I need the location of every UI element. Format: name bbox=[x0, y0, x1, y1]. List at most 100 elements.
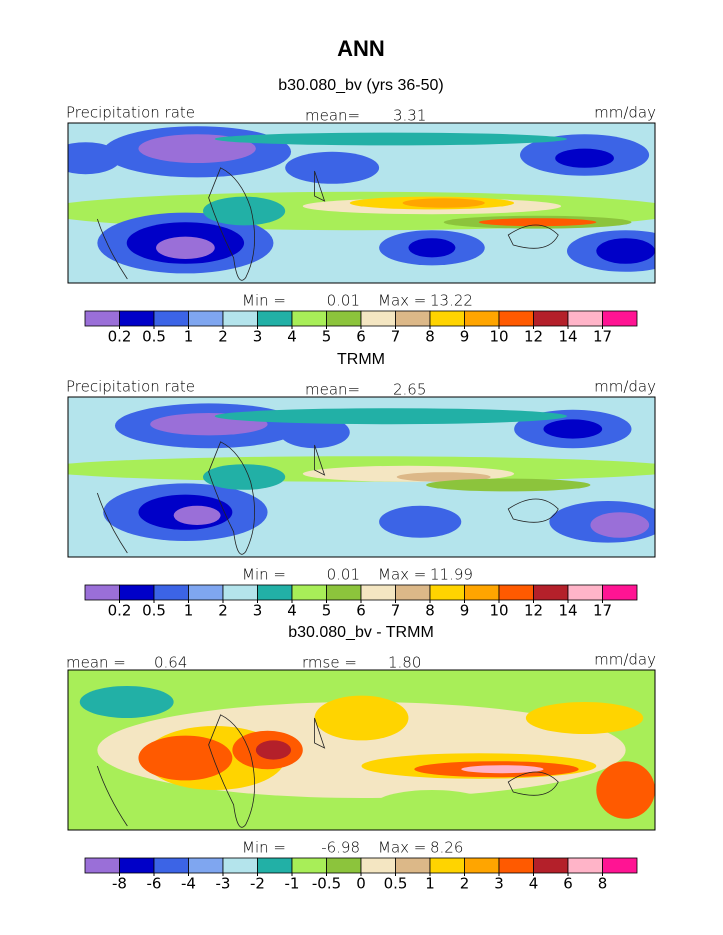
stat-label: rmse = bbox=[302, 654, 357, 672]
colorbar-box bbox=[567, 857, 603, 874]
map-frame bbox=[67, 396, 656, 558]
colorbar-label: 10 bbox=[489, 602, 508, 620]
colorbar-box bbox=[533, 857, 569, 874]
max-label: Max = bbox=[378, 839, 426, 857]
field-region bbox=[596, 761, 655, 819]
stat-label: mean = bbox=[66, 654, 126, 672]
field-region bbox=[285, 151, 380, 184]
min-value: 0.01 bbox=[327, 566, 360, 584]
colorbar-box bbox=[567, 584, 603, 601]
colorbar-box bbox=[395, 857, 431, 874]
colorbar-label: 0.5 bbox=[142, 328, 166, 346]
colorbar-box bbox=[429, 584, 465, 601]
field-region bbox=[379, 505, 462, 538]
colorbar-label: -8 bbox=[112, 875, 127, 893]
colorbar-box bbox=[360, 310, 396, 327]
map bbox=[68, 397, 655, 557]
colorbar-box bbox=[464, 584, 500, 601]
field-region bbox=[373, 790, 491, 822]
colorbar-box bbox=[326, 857, 362, 874]
colorbar-label: 9 bbox=[460, 602, 470, 620]
field-region bbox=[426, 478, 591, 492]
colorbar-label: 1 bbox=[425, 875, 435, 893]
colorbar-label: 17 bbox=[593, 328, 612, 346]
colorbar-label: 6 bbox=[356, 602, 366, 620]
coastline bbox=[96, 714, 559, 828]
stat-value: 3.31 bbox=[393, 107, 426, 125]
panel: b30.080_bv - TRMM mean = 0.64 rmse = 1.80 mm/… bbox=[66, 624, 656, 892]
field-region bbox=[461, 765, 544, 774]
field-region bbox=[255, 740, 292, 760]
colorbar-label: 0.2 bbox=[108, 602, 132, 620]
colorbar-label: -0.5 bbox=[312, 875, 341, 893]
colorbar-label: 9 bbox=[460, 328, 470, 346]
colorbar-box bbox=[222, 310, 258, 327]
colorbar-box bbox=[84, 310, 120, 327]
colorbar-label: 8 bbox=[425, 602, 435, 620]
colorbar-label: 3 bbox=[253, 602, 263, 620]
field-region bbox=[214, 132, 567, 146]
colorbar-box bbox=[602, 584, 638, 601]
map-frame bbox=[67, 122, 656, 284]
colorbar-label: -6 bbox=[147, 875, 162, 893]
colorbar-label: 6 bbox=[356, 328, 366, 346]
colorbar-box bbox=[188, 857, 224, 874]
colorbar-label: 3 bbox=[494, 875, 504, 893]
colorbar-label: 7 bbox=[391, 602, 401, 620]
colorbar-box bbox=[326, 310, 362, 327]
coastline bbox=[96, 167, 559, 281]
colorbar-box bbox=[291, 310, 327, 327]
min-value: 0.01 bbox=[327, 292, 360, 310]
field-region bbox=[478, 218, 597, 227]
field-region bbox=[555, 148, 614, 168]
figure-title: ANN bbox=[337, 36, 385, 61]
min-label: Min = bbox=[242, 292, 286, 310]
colorbar-box bbox=[84, 857, 120, 874]
colorbar-box bbox=[257, 584, 293, 601]
colorbar-label: 4 bbox=[287, 328, 297, 346]
colorbar-box bbox=[602, 857, 638, 874]
colorbar-label: 10 bbox=[489, 328, 508, 346]
colorbar-box bbox=[429, 857, 465, 874]
colorbar-label: -1 bbox=[285, 875, 300, 893]
field-region bbox=[203, 196, 286, 226]
colorbar-box bbox=[498, 310, 534, 327]
coastline bbox=[96, 441, 559, 555]
colorbar-label: 5 bbox=[322, 602, 332, 620]
colorbar-box bbox=[222, 857, 258, 874]
colorbar-label: 0.2 bbox=[108, 328, 132, 346]
colorbar-box bbox=[188, 584, 224, 601]
colorbar-box bbox=[153, 310, 189, 327]
colorbar-label: 2 bbox=[218, 602, 228, 620]
colorbar-box bbox=[119, 857, 155, 874]
field-region bbox=[590, 512, 650, 538]
colorbar-box bbox=[464, 310, 500, 327]
field-region bbox=[79, 686, 174, 718]
colorbar-box bbox=[360, 584, 396, 601]
field-region bbox=[138, 735, 233, 781]
map bbox=[68, 670, 655, 830]
panel-title: b30.080_bv - TRMM bbox=[288, 624, 434, 641]
min-label: Min = bbox=[242, 839, 286, 857]
colorbar-box bbox=[602, 310, 638, 327]
colorbar-label: 1 bbox=[184, 602, 194, 620]
colorbar-label: 4 bbox=[529, 875, 539, 893]
colorbar-label: 3 bbox=[253, 328, 263, 346]
colorbar-box bbox=[153, 857, 189, 874]
header-right: mm/day bbox=[594, 104, 656, 122]
map bbox=[68, 123, 655, 283]
field-region bbox=[314, 695, 409, 741]
colorbar-box bbox=[533, 584, 569, 601]
max-label: Max = bbox=[378, 566, 426, 584]
colorbar-box bbox=[153, 584, 189, 601]
colorbar-box bbox=[533, 310, 569, 327]
field-region bbox=[156, 236, 215, 259]
colorbar-label: 14 bbox=[558, 602, 577, 620]
stat-value: 0.64 bbox=[154, 654, 187, 672]
colorbar-box bbox=[188, 310, 224, 327]
field-region bbox=[68, 142, 121, 175]
colorbar-box bbox=[429, 310, 465, 327]
field-region bbox=[138, 134, 256, 164]
stat-value: 1.80 bbox=[388, 654, 421, 672]
